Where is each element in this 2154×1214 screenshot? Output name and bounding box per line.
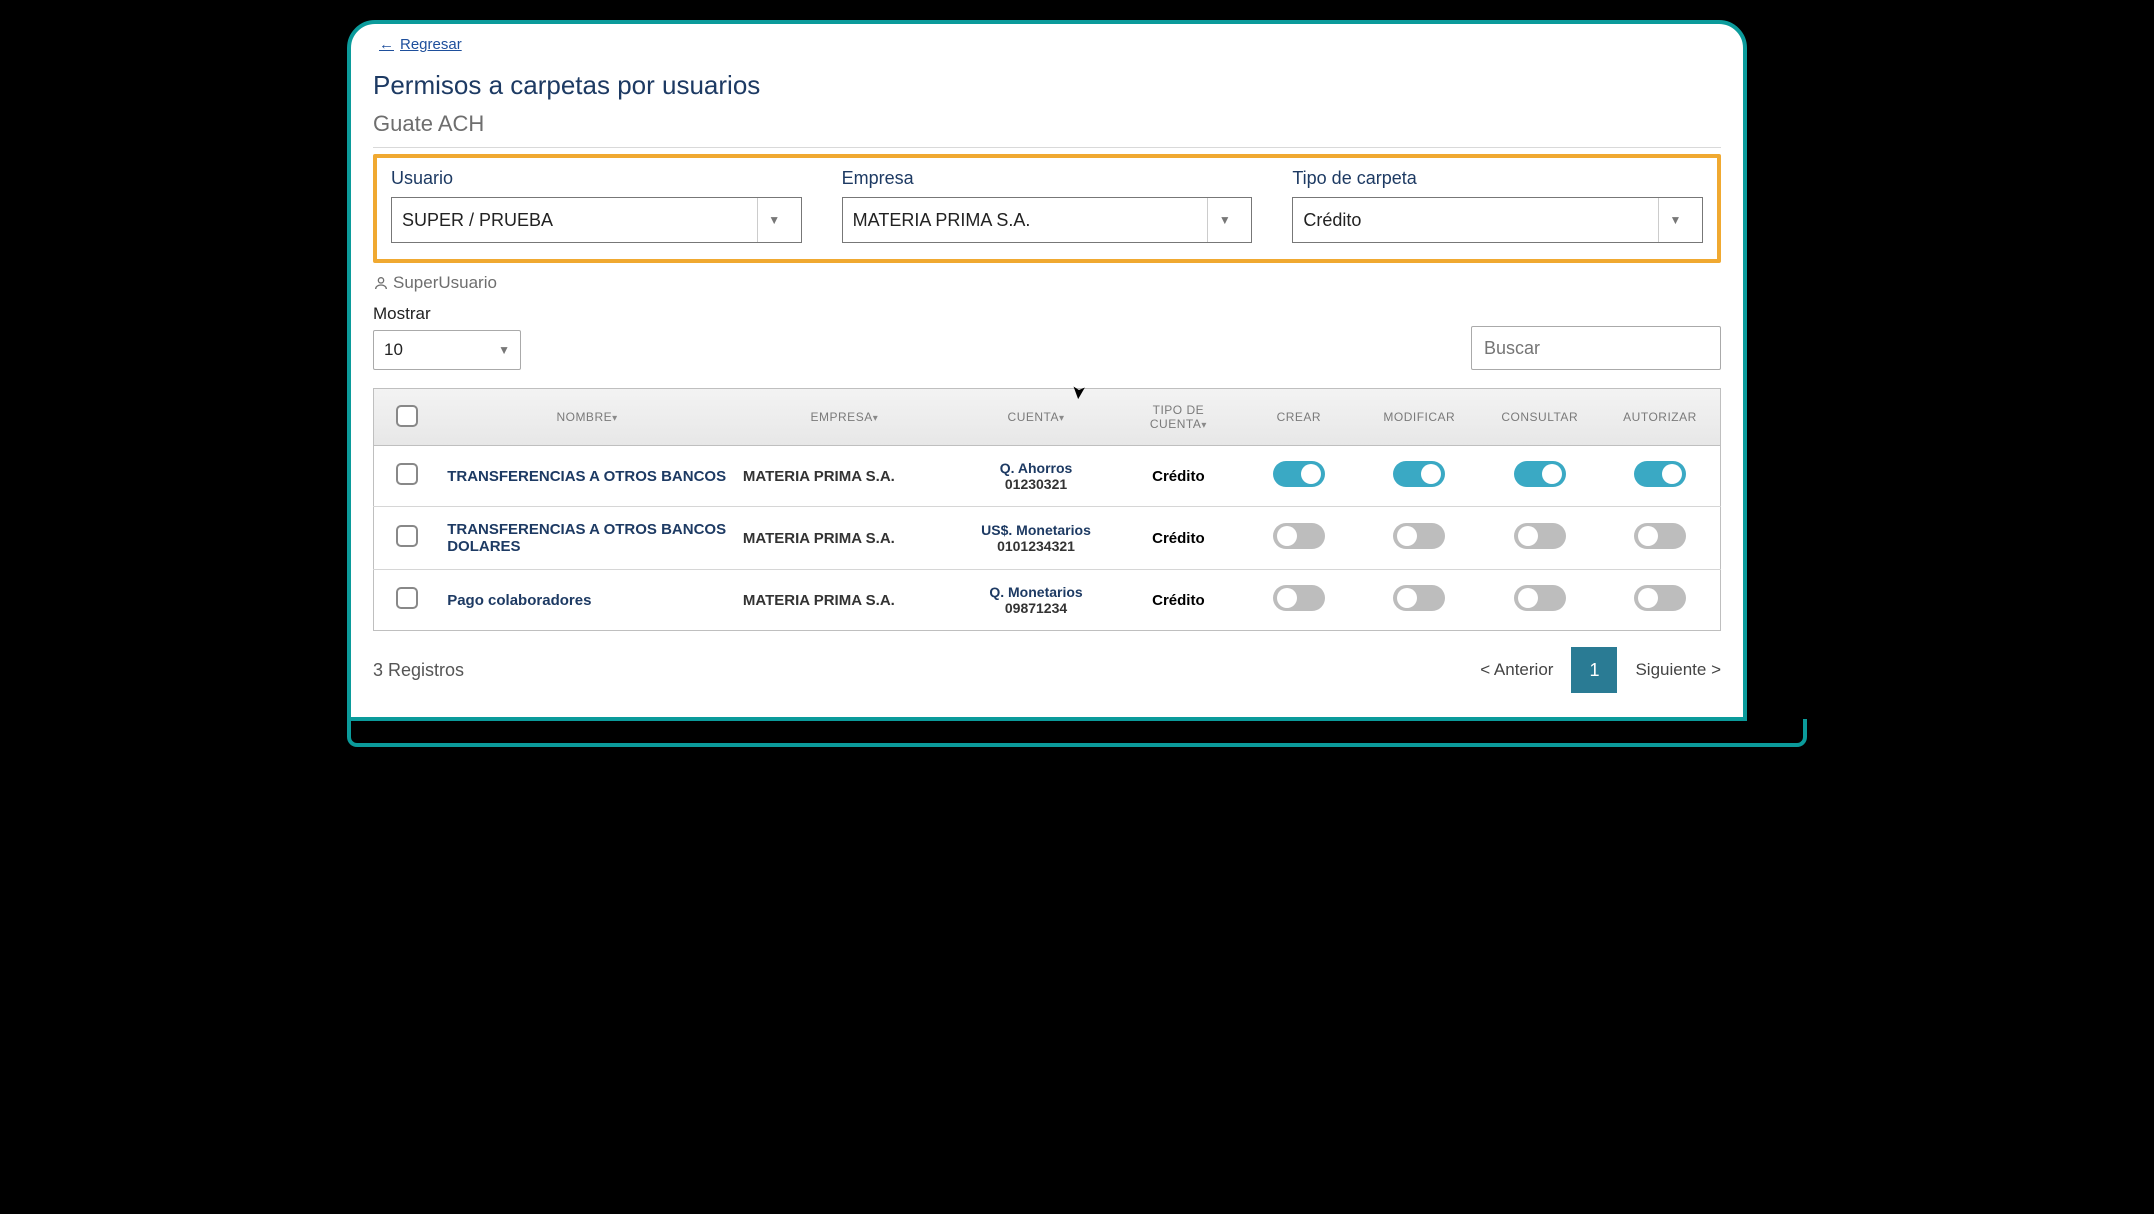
col-autorizar: AUTORIZAR (1600, 389, 1721, 446)
usuario-label: Usuario (391, 168, 802, 189)
empresa-select[interactable]: MATERIA PRIMA S.A. ▼ (842, 197, 1253, 243)
row-cuenta: Q. Monetarios 09871234 (954, 570, 1118, 631)
row-cuenta: US$. Monetarios 0101234321 (954, 507, 1118, 570)
col-cuenta[interactable]: CUENTA▾ (954, 389, 1118, 446)
row-crear (1239, 446, 1359, 507)
row-modificar (1359, 446, 1479, 507)
page-title: Permisos a carpetas por usuarios (373, 70, 1721, 101)
row-autorizar (1600, 570, 1721, 631)
col-modificar: MODIFICAR (1359, 389, 1479, 446)
row-cuenta: Q. Ahorros 01230321 (954, 446, 1118, 507)
usuario-value: SUPER / PRUEBA (402, 210, 553, 231)
mostrar-select[interactable]: 10 ▼ (373, 330, 521, 370)
chevron-down-icon: ▼ (757, 198, 791, 242)
row-tipo: Crédito (1118, 570, 1238, 631)
tipo-label: Tipo de carpeta (1292, 168, 1703, 189)
toggle-switch[interactable] (1514, 585, 1566, 611)
col-empresa[interactable]: EMPRESA▾ (735, 389, 954, 446)
filter-empresa: Empresa MATERIA PRIMA S.A. ▼ (842, 168, 1253, 243)
chevron-down-icon: ▼ (498, 343, 510, 357)
page-subtitle: Guate ACH (373, 111, 1721, 148)
row-empresa: MATERIA PRIMA S.A. (735, 446, 954, 507)
toggle-switch[interactable] (1634, 461, 1686, 487)
table-footer: 3 Registros < Anterior 1 Siguiente > (373, 647, 1721, 693)
toggle-switch[interactable] (1393, 461, 1445, 487)
toggle-switch[interactable] (1634, 585, 1686, 611)
sort-icon: ▾ (1059, 413, 1065, 424)
col-consultar: CONSULTAR (1480, 389, 1600, 446)
row-crear (1239, 570, 1359, 631)
pager: < Anterior 1 Siguiente > (1480, 647, 1721, 693)
row-checkbox[interactable] (396, 463, 418, 485)
col-nombre[interactable]: NOMBRE▾ (439, 389, 735, 446)
mostrar-value: 10 (384, 340, 403, 360)
laptop-base (347, 719, 1807, 747)
row-nombre[interactable]: Pago colaboradores (447, 592, 727, 609)
sort-icon: ▾ (1201, 420, 1207, 431)
toggle-switch[interactable] (1273, 461, 1325, 487)
row-autorizar (1600, 446, 1721, 507)
empresa-value: MATERIA PRIMA S.A. (853, 210, 1031, 231)
filters-panel: Usuario SUPER / PRUEBA ▼ Empresa MATERIA… (373, 154, 1721, 263)
filter-usuario: Usuario SUPER / PRUEBA ▼ (391, 168, 802, 243)
pager-next[interactable]: Siguiente > (1635, 660, 1721, 680)
mostrar-group: Mostrar 10 ▼ (373, 304, 521, 370)
screen-frame: Regresar Permisos a carpetas por usuario… (347, 20, 1747, 721)
mostrar-label: Mostrar (373, 304, 521, 324)
toggle-switch[interactable] (1634, 523, 1686, 549)
table-row: TRANSFERENCIAS A OTROS BANCOS DOLARES MA… (374, 507, 1721, 570)
back-link-label: Regresar (400, 36, 462, 53)
col-tipo-cuenta[interactable]: TIPO DE CUENTA▾ (1118, 389, 1238, 446)
sort-icon: ▾ (612, 413, 618, 424)
row-autorizar (1600, 507, 1721, 570)
tipo-value: Crédito (1303, 210, 1361, 231)
row-checkbox[interactable] (396, 587, 418, 609)
row-crear (1239, 507, 1359, 570)
toggle-switch[interactable] (1393, 523, 1445, 549)
user-icon (373, 275, 389, 291)
row-empresa: MATERIA PRIMA S.A. (735, 570, 954, 631)
toggle-switch[interactable] (1273, 585, 1325, 611)
row-empresa: MATERIA PRIMA S.A. (735, 507, 954, 570)
chevron-down-icon: ▼ (1207, 198, 1241, 242)
user-badge: SuperUsuario (373, 273, 497, 293)
empresa-label: Empresa (842, 168, 1253, 189)
search-input[interactable] (1471, 326, 1721, 370)
table-row: Pago colaboradores MATERIA PRIMA S.A. Q.… (374, 570, 1721, 631)
chevron-down-icon: ▼ (1658, 198, 1692, 242)
toggle-switch[interactable] (1514, 461, 1566, 487)
sort-icon: ▾ (873, 413, 879, 424)
filter-tipo: Tipo de carpeta Crédito ▼ (1292, 168, 1703, 243)
row-consultar (1480, 446, 1600, 507)
record-count: 3 Registros (373, 660, 464, 681)
row-consultar (1480, 507, 1600, 570)
row-modificar (1359, 570, 1479, 631)
user-badge-label: SuperUsuario (393, 273, 497, 293)
row-nombre[interactable]: TRANSFERENCIAS A OTROS BANCOS DOLARES (447, 521, 727, 555)
usuario-select[interactable]: SUPER / PRUEBA ▼ (391, 197, 802, 243)
toggle-switch[interactable] (1514, 523, 1566, 549)
tipo-select[interactable]: Crédito ▼ (1292, 197, 1703, 243)
row-tipo: Crédito (1118, 507, 1238, 570)
pager-current[interactable]: 1 (1571, 647, 1617, 693)
row-nombre[interactable]: TRANSFERENCIAS A OTROS BANCOS (447, 468, 727, 485)
select-all-checkbox[interactable] (396, 405, 418, 427)
col-crear: CREAR (1239, 389, 1359, 446)
row-consultar (1480, 570, 1600, 631)
col-select-all (374, 389, 440, 446)
toggle-switch[interactable] (1273, 523, 1325, 549)
table-row: TRANSFERENCIAS A OTROS BANCOS MATERIA PR… (374, 446, 1721, 507)
back-link[interactable]: Regresar (379, 36, 462, 53)
toggle-switch[interactable] (1393, 585, 1445, 611)
row-checkbox[interactable] (396, 525, 418, 547)
permissions-table: NOMBRE▾ EMPRESA▾ CUENTA▾ TIPO DE CUENTA▾… (373, 388, 1721, 631)
row-tipo: Crédito (1118, 446, 1238, 507)
table-header-row: NOMBRE▾ EMPRESA▾ CUENTA▾ TIPO DE CUENTA▾… (374, 389, 1721, 446)
pager-prev[interactable]: < Anterior (1480, 660, 1553, 680)
table-body: TRANSFERENCIAS A OTROS BANCOS MATERIA PR… (374, 446, 1721, 631)
list-controls: Mostrar 10 ▼ (373, 304, 1721, 370)
row-modificar (1359, 507, 1479, 570)
